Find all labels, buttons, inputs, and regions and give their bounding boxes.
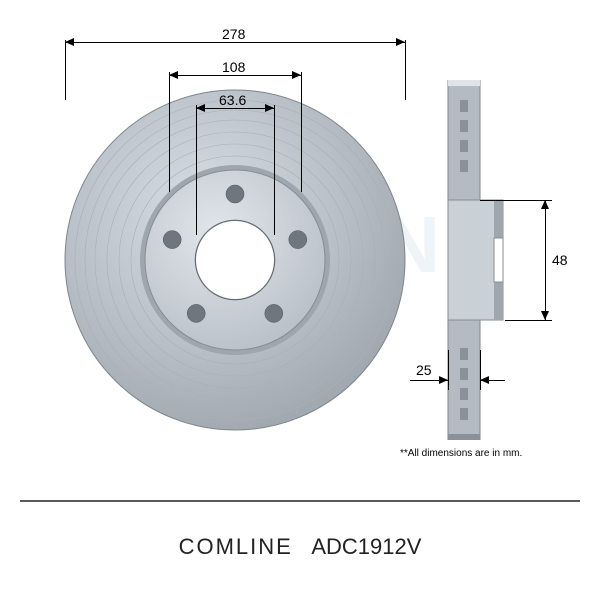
dim-arrow (65, 38, 74, 46)
ext-line (448, 350, 449, 390)
dim-outer-diameter: 278 (222, 26, 245, 42)
dim-arrow (396, 38, 405, 46)
disc-front-view (55, 80, 415, 440)
dim-height-line (545, 200, 546, 320)
dim-thickness: 25 (416, 362, 432, 378)
dim-center-bore: 63.6 (219, 92, 246, 108)
disc-side-view (430, 80, 510, 440)
ext-line (505, 320, 552, 321)
dim-outer-diameter-line (65, 42, 405, 43)
dim-arrow (292, 71, 301, 79)
ext-line (405, 40, 406, 100)
dim-bolt-circle-line (169, 75, 301, 76)
dimensions-footnote: **All dimensions are in mm. (400, 448, 522, 459)
dim-height: 48 (552, 252, 568, 268)
dim-center-bore-line (196, 108, 274, 109)
diagram-canvas: COMLINE (0, 0, 600, 490)
ext-line (196, 105, 197, 235)
section-divider (20, 500, 580, 502)
dim-arrow (196, 104, 205, 112)
ext-line (169, 72, 170, 192)
dim-arrow (169, 71, 178, 79)
ext-line (301, 72, 302, 192)
dim-bolt-circle: 108 (222, 59, 245, 75)
dim-arrow (541, 311, 549, 320)
dim-arrow (265, 104, 274, 112)
part-number: ADC1912V (311, 534, 421, 560)
product-id-row: COMLINE ADC1912V (0, 534, 600, 560)
dim-arrow (439, 376, 448, 384)
ext-line (480, 350, 481, 390)
ext-line (274, 105, 275, 235)
ext-line (65, 40, 66, 100)
brand-name: COMLINE (179, 534, 293, 560)
dim-arrow (541, 200, 549, 209)
dim-arrow (480, 376, 489, 384)
